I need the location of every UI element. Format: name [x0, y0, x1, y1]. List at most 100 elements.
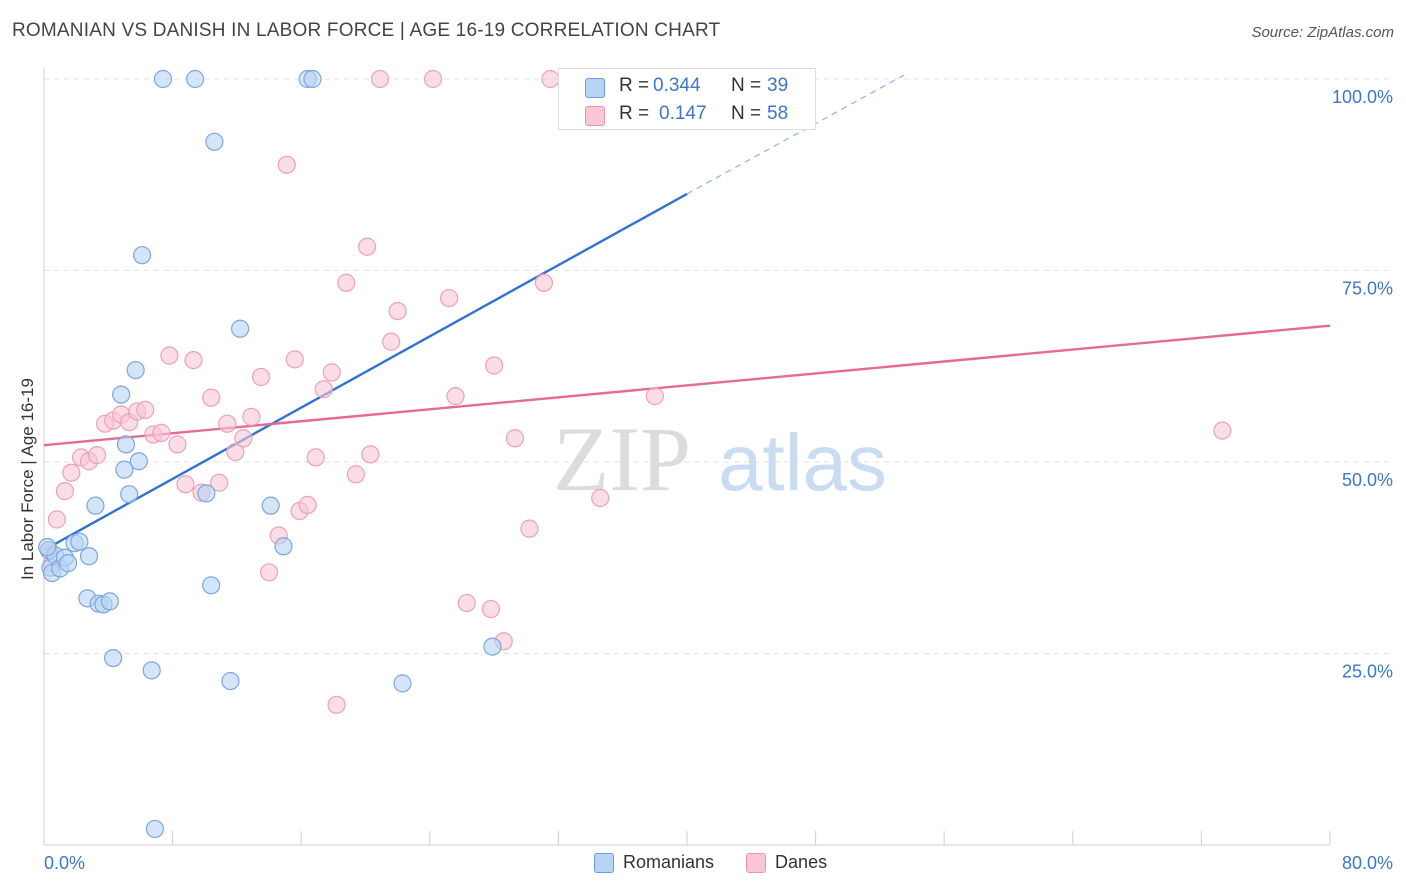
danes-point [306, 448, 325, 467]
romanians-point [261, 496, 280, 515]
danes-point [520, 519, 539, 538]
danes-point [62, 463, 81, 482]
grid-lines [44, 78, 1392, 654]
r-label: R = [619, 103, 650, 124]
legend: Romanians Danes [594, 852, 849, 873]
danes-point [87, 446, 107, 465]
watermark-atlas: atlas [718, 418, 887, 507]
romanians-point [115, 460, 134, 479]
danes-point [168, 435, 187, 454]
romanians-point [38, 537, 57, 557]
legend-item-danes[interactable]: Danes [746, 852, 827, 873]
danes-point [446, 387, 465, 406]
n-value: 58 [767, 103, 789, 124]
r-value: 0.147 [659, 103, 707, 124]
danes-point [361, 445, 380, 464]
romanians-point [100, 592, 120, 611]
romanians-point [70, 532, 89, 551]
danes-point [591, 488, 610, 508]
n-label: N = [731, 103, 762, 124]
x-tick-label: 80.0% [1342, 853, 1393, 873]
danes-point [285, 350, 304, 369]
romanians-point [142, 661, 161, 680]
danes-point [184, 351, 203, 370]
danes-swatch [585, 106, 605, 126]
tick-labels: 25.0% 50.0% 75.0% 100.0% 0.0% 80.0% [44, 87, 1393, 873]
correlation-stats-box: R = 0.344 N = 39 R = 0.147 N = 58 [558, 68, 816, 130]
danes-point [210, 473, 229, 492]
danes-point [457, 593, 476, 613]
romanians-point [274, 537, 293, 556]
watermark: ZIP atlas [553, 408, 887, 510]
chart-title: ROMANIAN VS DANISH IN LABOR FORCE | AGE … [12, 20, 721, 41]
danes-point [47, 510, 66, 529]
danes-point [322, 363, 341, 382]
y-tick-label: 50.0% [1342, 470, 1393, 490]
y-tick-label: 25.0% [1342, 662, 1393, 682]
romanians-point [231, 319, 250, 338]
r-value: 0.344 [653, 75, 701, 96]
romanians-point [59, 554, 78, 573]
trend-lines [43, 74, 1331, 552]
danes-point [314, 380, 333, 399]
danes-point [481, 599, 500, 619]
romanians-point [132, 246, 152, 265]
n-label: N = [731, 75, 762, 96]
watermark-zip: ZIP [553, 408, 691, 510]
danes-point [327, 695, 346, 714]
romanians-swatch [594, 852, 614, 873]
romanians-point [145, 819, 165, 839]
danes-point [382, 332, 401, 351]
romanians-swatch [585, 78, 605, 98]
danes-point [337, 273, 356, 292]
y-tick-label: 75.0% [1342, 279, 1393, 299]
danes-point [485, 356, 504, 375]
danes-point [645, 387, 664, 406]
danes-point [226, 442, 245, 462]
romanians-point [205, 132, 224, 151]
romanians-point [120, 485, 139, 504]
danes-point [234, 429, 253, 448]
danes-point [505, 429, 525, 448]
romanians-point [197, 484, 216, 503]
romanians-point [202, 576, 221, 595]
y-tick-label: 100.0% [1332, 87, 1393, 107]
danes-point [259, 563, 279, 582]
danes-point [388, 301, 407, 321]
n-value: 39 [767, 75, 789, 96]
danes-point [55, 482, 74, 501]
danes-point [358, 237, 377, 256]
danes-point [218, 414, 237, 433]
data-points [38, 69, 1232, 839]
romanians-point [129, 452, 148, 471]
romanians-point [153, 69, 173, 89]
danes-point [160, 346, 179, 365]
romanians-trend-extension [686, 74, 905, 195]
danes-point [541, 69, 560, 89]
source-label: Source: ZipAtlas.com [1251, 24, 1394, 41]
danes-point [346, 465, 365, 484]
legend-label: Romanians [623, 852, 715, 872]
danes-point [1213, 421, 1232, 440]
r-label: R = [619, 75, 650, 96]
romanians-point [79, 547, 99, 566]
danes-trend-line [43, 324, 1331, 447]
romanians-point [104, 648, 123, 668]
danes-point [298, 495, 317, 514]
romanians-point [116, 435, 136, 454]
romanians-trend-line [43, 192, 688, 552]
romanians-point [303, 69, 322, 89]
romanians-point [393, 674, 412, 693]
axes [43, 68, 1331, 846]
danes-point [202, 388, 221, 407]
legend-item-romanians[interactable]: Romanians [594, 852, 714, 873]
x-tick-label: 0.0% [44, 853, 85, 873]
danes-point [277, 155, 296, 174]
romanians-point [221, 671, 240, 691]
danes-point [152, 423, 171, 442]
danes-point [439, 288, 459, 308]
legend-label: Danes [775, 852, 828, 872]
romanians-point [186, 69, 205, 89]
danes-point [423, 69, 443, 89]
